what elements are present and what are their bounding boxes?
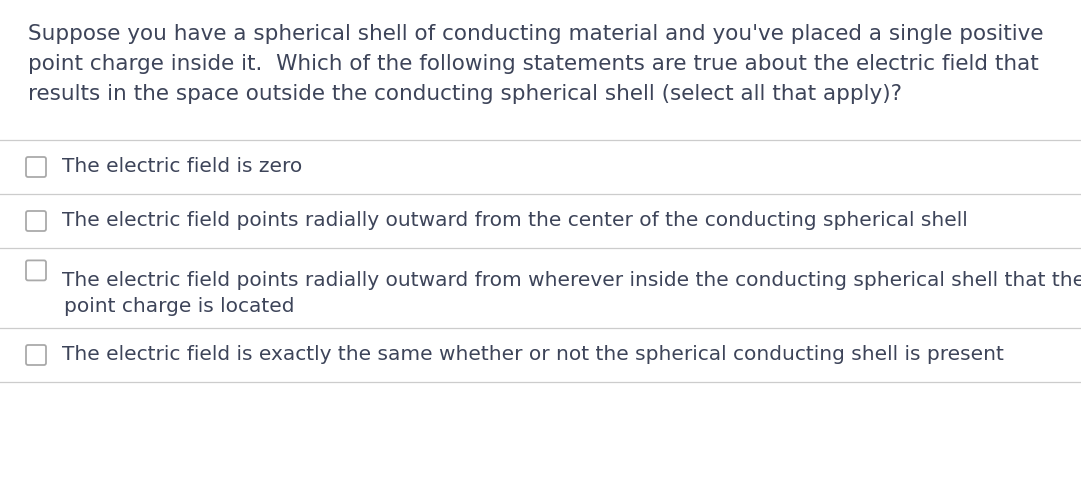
FancyBboxPatch shape: [26, 211, 46, 231]
Text: point charge is located: point charge is located: [64, 297, 294, 316]
Text: The electric field points radially outward from wherever inside the conducting s: The electric field points radially outwa…: [62, 271, 1081, 290]
FancyBboxPatch shape: [26, 157, 46, 177]
Text: results in the space outside the conducting spherical shell (select all that app: results in the space outside the conduct…: [28, 84, 902, 104]
Text: The electric field points radially outward from the center of the conducting sph: The electric field points radially outwa…: [62, 212, 967, 230]
FancyBboxPatch shape: [26, 260, 46, 280]
Text: point charge inside it.  Which of the following statements are true about the el: point charge inside it. Which of the fol…: [28, 54, 1039, 74]
Text: Suppose you have a spherical shell of conducting material and you've placed a si: Suppose you have a spherical shell of co…: [28, 24, 1043, 44]
Text: The electric field is exactly the same whether or not the spherical conducting s: The electric field is exactly the same w…: [62, 346, 1004, 364]
FancyBboxPatch shape: [26, 345, 46, 365]
Text: The electric field is zero: The electric field is zero: [62, 157, 303, 177]
